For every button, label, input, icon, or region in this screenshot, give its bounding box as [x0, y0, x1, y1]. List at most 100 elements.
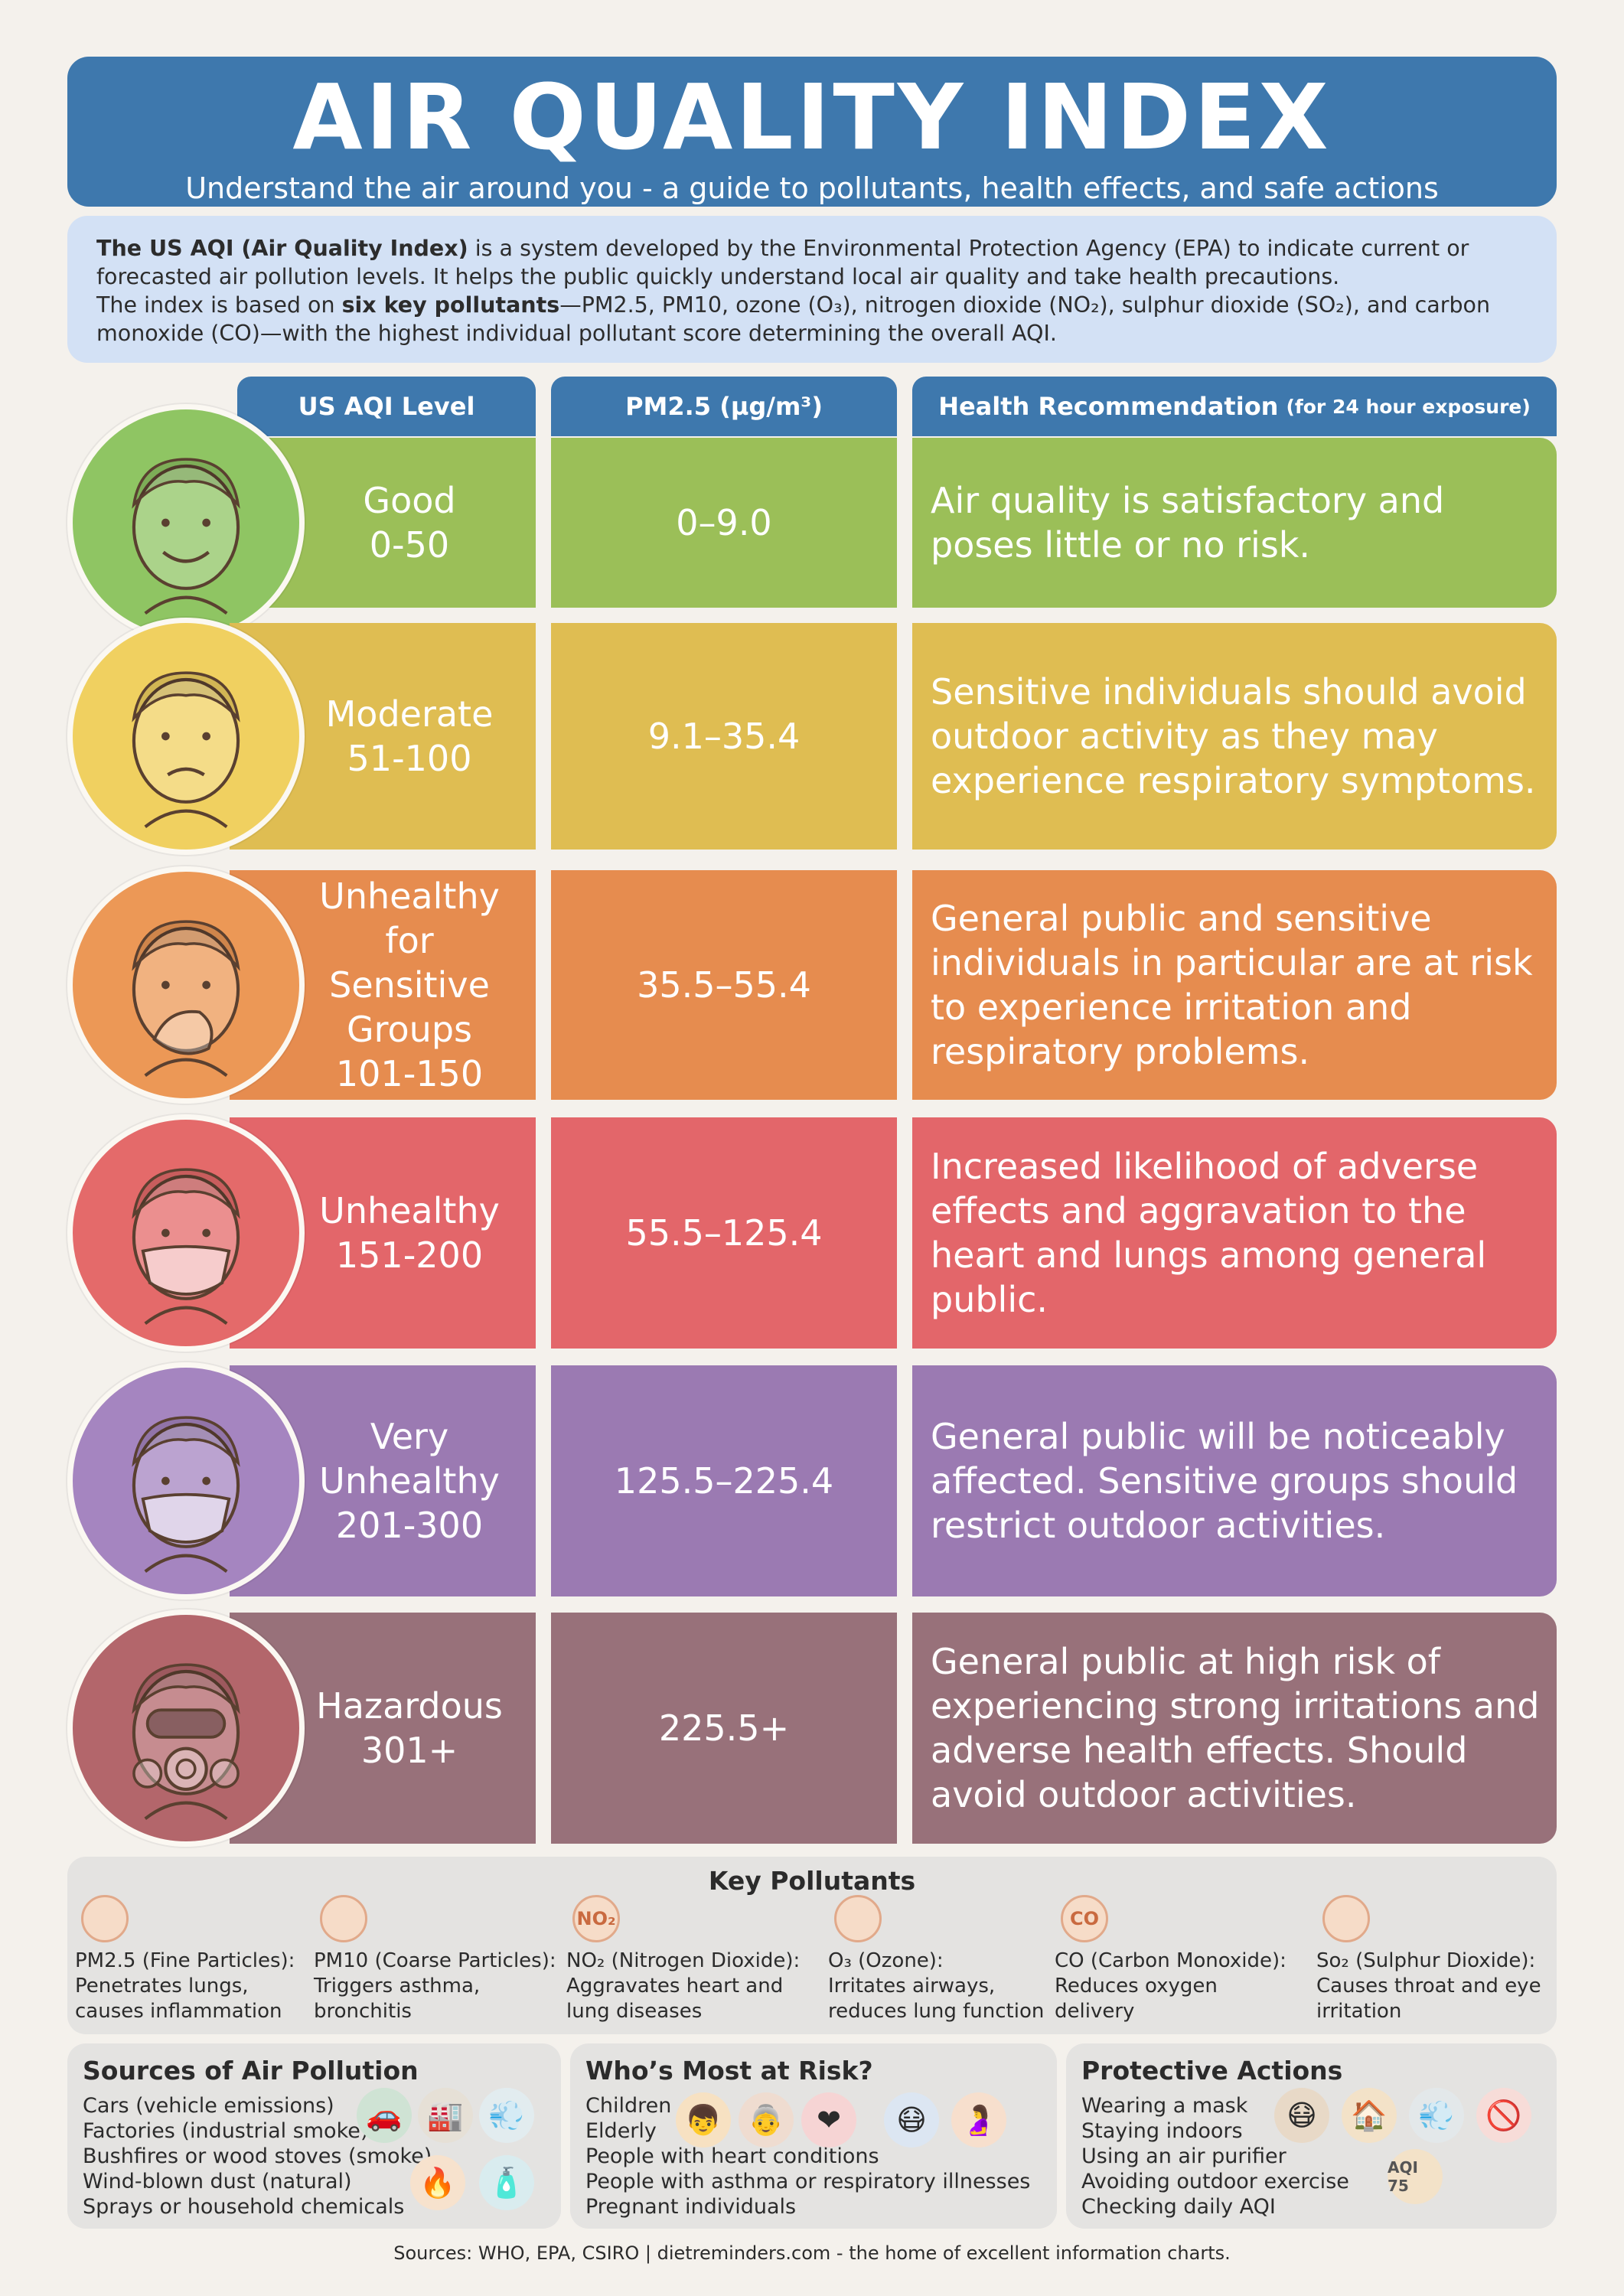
fire-icon: 🔥 [410, 2155, 465, 2210]
respirator-face-icon [67, 1362, 305, 1600]
wind-icon: 💨 [479, 2088, 534, 2143]
air-purifier-icon: 💨 [1409, 2088, 1464, 2143]
header-pm25-label: PM2.5 (µg/m³) [625, 392, 823, 421]
pollutant-name: PM2.5 (Fine Particles): [75, 1949, 295, 1972]
house-icon: 🏠 [1342, 2088, 1397, 2143]
actions-list-item: Checking daily AQI [1081, 2195, 1276, 2219]
aqi-row: Unhealthy 151-200 55.5–125.4 Increased like… [0, 1114, 1624, 1352]
pollutant-description: Reduces oxygen delivery [1055, 1975, 1218, 2023]
header-aqi-level-label: US AQI Level [298, 392, 475, 421]
actions-list-item: Avoiding outdoor exercise [1081, 2170, 1349, 2193]
aqi-row: Good 0-50 0–9.0 Air quality is satisfactory… [0, 404, 1624, 641]
pollutant-icon: NO₂ [572, 1895, 620, 1942]
aqi-row: Moderate 51-100 9.1–35.4 Sensitive individu… [0, 618, 1624, 855]
aqi-level-range: 101-150 [335, 1053, 484, 1094]
aqi-level-range: 151-200 [335, 1234, 484, 1276]
pollutant-icon [320, 1895, 367, 1942]
sources-list-item: Wind-blown dust (natural) [83, 2170, 352, 2193]
header-health-label: Health Recommendation [938, 392, 1279, 421]
phone-aqi-label: AQI 75 [1388, 2158, 1418, 2195]
pollutant-icon [81, 1895, 129, 1942]
intro-bold-pollutants: six key pollutants [341, 292, 560, 318]
aqi-level-name: Unhealthy [319, 1190, 500, 1231]
actions-list-item: Staying indoors [1081, 2119, 1243, 2143]
pm25-range-cell: 9.1–35.4 [551, 623, 897, 850]
aqi-level-name: Very Unhealthy [319, 1416, 500, 1502]
heart-icon: ❤ [801, 2092, 856, 2148]
pm25-range-cell: 35.5–55.4 [551, 870, 897, 1100]
aqi-row: Unhealthy for Sensitive Groups 101-150 35.… [0, 866, 1624, 1104]
health-recommendation-cell: Air quality is satisfactory and poses li… [912, 438, 1557, 608]
masked-face-icon [67, 1114, 305, 1352]
pollutant-description: Causes throat and eye irritation [1316, 1975, 1541, 2023]
pollutant-item: So₂ (Sulphur Dioxide): Causes throat and … [1316, 1895, 1569, 2024]
pollutant-item: PM2.5 (Fine Particles): Penetrates lungs,… [75, 1895, 328, 2024]
health-recommendation-cell: Increased likelihood of adverse effects … [912, 1117, 1557, 1349]
aqi-level-range: 0-50 [369, 524, 450, 566]
actions-list-item: Wearing a mask [1081, 2094, 1248, 2118]
pollutant-item: PM10 (Coarse Particles): Triggers asthma,… [314, 1895, 566, 2024]
aqi-level-range: 301+ [360, 1730, 458, 1771]
aqi-level-range: 51-100 [347, 738, 472, 779]
intro-text-1: is a system developed by the Environment… [96, 236, 1469, 289]
risk-list-item: Elderly [585, 2119, 657, 2143]
pollutant-item: CO CO (Carbon Monoxide): Reduces oxygen de… [1055, 1895, 1307, 2024]
pollutant-description: Penetrates lungs, causes inflammation [75, 1975, 282, 2023]
sources-list-item: Sprays or household chemicals [83, 2195, 405, 2219]
elderly-icon: 👵 [739, 2092, 794, 2148]
risk-panel: Who’s Most at Risk? Children Elderly Peopl… [570, 2043, 1057, 2229]
worried-face-icon [67, 618, 305, 855]
factory-icon: 🏭 [418, 2088, 473, 2143]
pm25-range-cell: 125.5–225.4 [551, 1365, 897, 1596]
pollutant-name: So₂ (Sulphur Dioxide): [1316, 1949, 1536, 1972]
pollutant-description: Aggravates heart and lung diseases [566, 1975, 784, 2023]
sources-list-item: Cars (vehicle emissions) [83, 2094, 334, 2118]
masked-person-icon: 😷 [884, 2092, 939, 2148]
pm25-range-cell: 55.5–125.4 [551, 1117, 897, 1349]
intro-text-2: The index is based on [96, 292, 342, 318]
actions-panel: Protective Actions Wearing a mask Staying… [1066, 2043, 1557, 2229]
spray-bottle-icon: 🧴 [479, 2155, 534, 2210]
mask-person-icon: 😷 [1274, 2088, 1329, 2143]
risk-title: Who’s Most at Risk? [585, 2056, 873, 2086]
intro-bold-aqi: The US AQI (Air Quality Index) [96, 236, 468, 261]
phone-aqi-icon: AQI 75 [1388, 2149, 1443, 2204]
pollutant-name: NO₂ (Nitrogen Dioxide): [566, 1949, 801, 1972]
aqi-level-range: 201-300 [335, 1505, 484, 1546]
intro-text-3: —PM2.5, PM10, ozone (O₃), nitrogen dioxi… [96, 292, 1491, 346]
child-icon: 👦 [676, 2092, 731, 2148]
sources-panel: Sources of Air Pollution Cars (vehicle e… [67, 2043, 561, 2229]
health-recommendation-cell: General public will be noticeably affect… [912, 1365, 1557, 1596]
pollutant-description: Triggers asthma, bronchitis [314, 1975, 481, 2023]
risk-list-item: People with asthma or respiratory illnes… [585, 2170, 1031, 2193]
pollutant-icon [834, 1895, 882, 1942]
coughing-face-icon [67, 866, 305, 1104]
title-banner: AIR QUALITY INDEX Understand the air aro… [67, 57, 1557, 207]
risk-list-item: Children [585, 2094, 672, 2118]
aqi-level-name: Good [363, 480, 456, 521]
aqi-level-name: Moderate [325, 693, 494, 735]
pollutant-icon: CO [1061, 1895, 1108, 1942]
pollutant-name: PM10 (Coarse Particles): [314, 1949, 556, 1972]
pollutant-item: O₃ (Ozone): Irritates airways, reduces lu… [828, 1895, 1081, 2024]
happy-face-icon [67, 404, 305, 641]
page-subtitle: Understand the air around you - a guide … [185, 171, 1439, 205]
aqi-level-name: Hazardous [316, 1685, 503, 1727]
no-running-icon: 🚫 [1476, 2088, 1531, 2143]
sources-title: Sources of Air Pollution [83, 2056, 419, 2086]
intro-panel: The US AQI (Air Quality Index) is a syst… [67, 216, 1557, 363]
header-health: Health Recommendation (for 24 hour expos… [912, 377, 1557, 436]
key-pollutants-panel: Key Pollutants PM2.5 (Fine Particles): Pe… [67, 1857, 1557, 2034]
page-title: AIR QUALITY INDEX [292, 64, 1332, 170]
footer-sources: Sources: WHO, EPA, CSIRO | dietreminders… [393, 2242, 1231, 2264]
sources-list-item: Bushfires or wood stoves (smoke) [83, 2144, 432, 2168]
pollutant-description: Irritates airways, reduces lung function [828, 1975, 1045, 2023]
aqi-row: Hazardous 301+ 225.5+ General public at hig… [0, 1609, 1624, 1847]
header-health-note: (for 24 hour exposure) [1286, 395, 1531, 418]
car-icon: 🚗 [357, 2088, 412, 2143]
pm25-range-cell: 225.5+ [551, 1613, 897, 1844]
header-aqi-level: US AQI Level [237, 377, 536, 436]
aqi-row: Very Unhealthy 201-300 125.5–225.4 General … [0, 1362, 1624, 1600]
sources-list-item: Factories (industrial smoke) [83, 2119, 369, 2143]
pm25-range-cell: 0–9.0 [551, 438, 897, 608]
